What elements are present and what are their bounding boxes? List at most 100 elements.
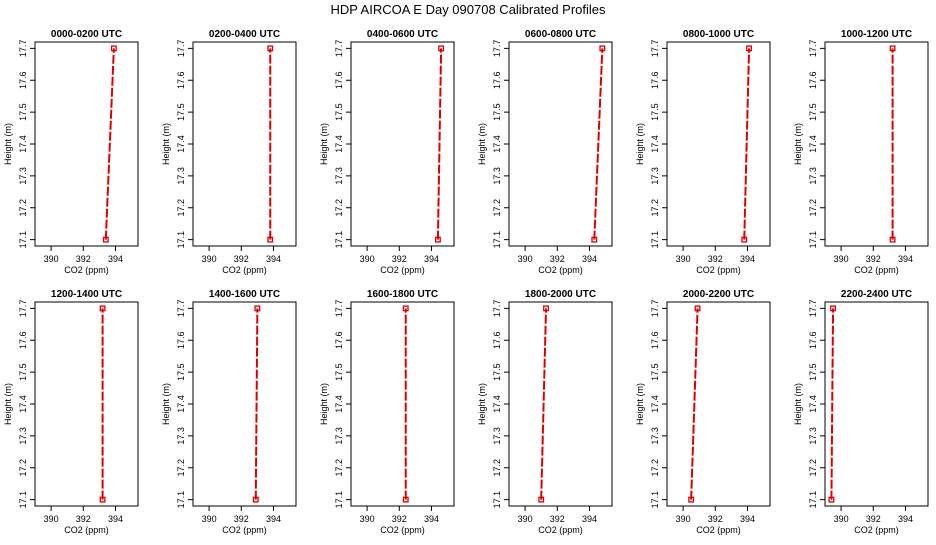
y-tick-label: 17.4 bbox=[650, 135, 660, 153]
y-tick-label: 17.5 bbox=[492, 103, 502, 121]
plot-frame bbox=[34, 301, 139, 507]
y-tick-label: 17.2 bbox=[808, 459, 818, 477]
y-axis-label: Height (m) bbox=[635, 383, 645, 425]
y-tick-label: 17.4 bbox=[808, 395, 818, 413]
y-tick-label: 17.4 bbox=[176, 135, 186, 153]
x-tick-label: 392 bbox=[234, 254, 249, 264]
y-tick-label: 17.6 bbox=[492, 71, 502, 89]
profile-line bbox=[254, 308, 259, 500]
profile-point bbox=[402, 496, 409, 503]
y-tick-label: 17.3 bbox=[808, 427, 818, 445]
y-tick-label: 17.3 bbox=[492, 167, 502, 185]
profile-point bbox=[102, 236, 109, 243]
x-axis-label: CO2 (ppm) bbox=[380, 525, 425, 535]
x-tick-label: 390 bbox=[360, 514, 375, 524]
y-tick-label: 17.7 bbox=[334, 300, 344, 318]
y-axis-label: Height (m) bbox=[3, 383, 13, 425]
plot-frame bbox=[508, 41, 613, 247]
y-tick-label: 17.2 bbox=[334, 199, 344, 217]
plot-frame bbox=[508, 301, 613, 507]
y-tick-label: 17.3 bbox=[334, 167, 344, 185]
x-axis-label: CO2 (ppm) bbox=[538, 265, 583, 275]
profile-line bbox=[743, 48, 751, 240]
y-tick-label: 17.6 bbox=[808, 71, 818, 89]
y-tick-label: 17.3 bbox=[176, 427, 186, 445]
y-tick-label: 17.7 bbox=[18, 40, 28, 58]
x-axis-label: CO2 (ppm) bbox=[380, 265, 425, 275]
panel-title: 0800-1000 UTC bbox=[683, 29, 754, 40]
x-tick-label: 392 bbox=[392, 514, 407, 524]
y-tick-label: 17.5 bbox=[650, 363, 660, 381]
profile-point bbox=[889, 236, 896, 243]
profile-line bbox=[436, 48, 443, 240]
y-tick-label: 17.2 bbox=[650, 199, 660, 217]
x-tick-label: 390 bbox=[202, 254, 217, 264]
y-tick-label: 17.2 bbox=[18, 459, 28, 477]
profile-point bbox=[267, 236, 274, 243]
x-tick-label: 392 bbox=[550, 514, 565, 524]
panel-title: 0200-0400 UTC bbox=[209, 29, 280, 40]
plot-frame bbox=[666, 301, 771, 507]
y-tick-label: 17.2 bbox=[492, 199, 502, 217]
profile-point bbox=[267, 45, 274, 52]
profile-point bbox=[402, 305, 409, 312]
x-axis-label: CO2 (ppm) bbox=[696, 265, 741, 275]
y-axis-label: Height (m) bbox=[161, 383, 171, 425]
y-tick-label: 17.6 bbox=[176, 71, 186, 89]
x-tick-label: 390 bbox=[44, 254, 59, 264]
y-tick-label: 17.2 bbox=[492, 459, 502, 477]
y-tick-label: 17.3 bbox=[176, 167, 186, 185]
y-tick-label: 17.7 bbox=[334, 40, 344, 58]
profile-point bbox=[741, 236, 748, 243]
profile-point bbox=[828, 496, 835, 503]
y-tick-label: 17.6 bbox=[334, 71, 344, 89]
y-tick-label: 17.6 bbox=[18, 331, 28, 349]
y-tick-label: 17.5 bbox=[18, 103, 28, 121]
x-tick-label: 394 bbox=[424, 514, 439, 524]
y-tick-label: 17.3 bbox=[18, 427, 28, 445]
plot-frame bbox=[192, 301, 297, 507]
y-tick-label: 17.6 bbox=[808, 331, 818, 349]
x-axis-label: CO2 (ppm) bbox=[854, 265, 899, 275]
panel-title: 1400-1600 UTC bbox=[209, 289, 280, 300]
y-tick-label: 17.4 bbox=[18, 135, 28, 153]
x-axis-label: CO2 (ppm) bbox=[696, 525, 741, 535]
y-tick-label: 17.6 bbox=[18, 71, 28, 89]
profile-point bbox=[746, 45, 753, 52]
y-tick-label: 17.3 bbox=[650, 167, 660, 185]
y-tick-label: 17.4 bbox=[334, 395, 344, 413]
x-tick-label: 392 bbox=[392, 254, 407, 264]
x-tick-label: 394 bbox=[898, 254, 913, 264]
y-tick-label: 17.7 bbox=[492, 300, 502, 318]
profile-point bbox=[830, 305, 836, 312]
y-tick-label: 17.4 bbox=[492, 395, 502, 413]
y-axis-label: Height (m) bbox=[3, 123, 13, 165]
y-tick-label: 17.3 bbox=[18, 167, 28, 185]
x-axis-label: CO2 (ppm) bbox=[64, 265, 109, 275]
x-tick-label: 390 bbox=[202, 514, 217, 524]
x-tick-label: 394 bbox=[266, 254, 281, 264]
y-tick-label: 17.5 bbox=[650, 103, 660, 121]
x-tick-label: 390 bbox=[834, 514, 849, 524]
y-tick-label: 17.2 bbox=[18, 199, 28, 217]
profile-point bbox=[599, 45, 606, 52]
y-tick-label: 17.1 bbox=[176, 231, 186, 249]
y-tick-label: 17.6 bbox=[650, 331, 660, 349]
y-tick-label: 17.7 bbox=[18, 300, 28, 318]
y-tick-label: 17.1 bbox=[18, 491, 28, 509]
y-tick-label: 17.7 bbox=[176, 300, 186, 318]
profile-line bbox=[540, 308, 548, 500]
profile-point bbox=[99, 305, 106, 312]
x-tick-label: 392 bbox=[708, 514, 723, 524]
x-tick-label: 390 bbox=[360, 254, 375, 264]
profile-point bbox=[99, 496, 106, 503]
